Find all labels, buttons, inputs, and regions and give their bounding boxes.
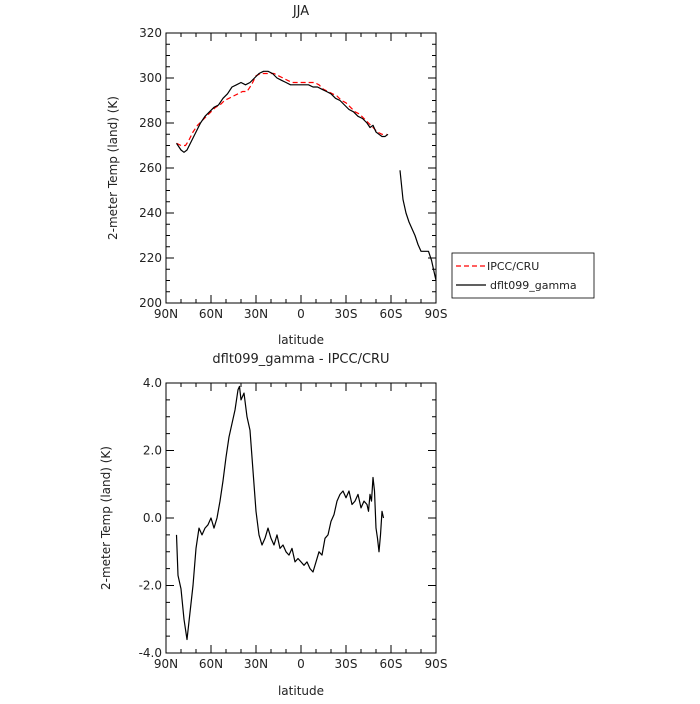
legend-label-ipcc: IPCC/CRU: [487, 260, 539, 273]
chart-bottom: dflt099_gamma - IPCC/CRU -4.0 -2.0 0.0 2.0 4…: [99, 352, 447, 698]
chart-top-xlabel: latitude: [278, 333, 324, 347]
x-tick-label: 0: [297, 307, 305, 321]
chart-top-title: JJA: [292, 4, 309, 19]
x-tick-label: 60S: [380, 307, 403, 321]
chart-bottom-frame: [165, 382, 437, 654]
x-tick-label: 60S: [380, 657, 403, 671]
legend-label-model: dflt099_gamma: [490, 279, 577, 292]
y-tick-label: 320: [139, 26, 162, 40]
x-tick-label: 90S: [425, 657, 448, 671]
y-tick-label: 2.0: [143, 444, 162, 458]
chart-bottom-series: [175, 385, 385, 641]
y-tick-label: 240: [139, 206, 162, 220]
chart-top: JJA 200 220 240 260 280 300 320 90N 60N 30N 0 30S 6…: [106, 4, 447, 347]
y-tick-label: 0.0: [143, 511, 162, 525]
x-tick-label: 90S: [425, 307, 448, 321]
chart-top-legend: IPCC/CRU dflt099_gamma: [451, 252, 595, 299]
legend-box: [451, 252, 595, 299]
x-tick-label: 90N: [154, 657, 178, 671]
series-line-dflt099-gamma: [176, 70, 389, 153]
series-line-ipcc-cru: [176, 72, 387, 147]
y-tick-label: 4.0: [143, 376, 162, 390]
chart-bottom-title: dflt099_gamma - IPCC/CRU: [212, 352, 389, 367]
series-line-dflt099-gamma: [175, 385, 385, 641]
y-tick-label: -2.0: [139, 579, 162, 593]
y-tick-label: 260: [139, 161, 162, 175]
x-tick-label: 30S: [335, 657, 358, 671]
chart-top-series: [176, 70, 437, 281]
x-tick-label: 60N: [199, 657, 223, 671]
x-tick-label: 30N: [244, 657, 268, 671]
x-tick-label: 30S: [335, 307, 358, 321]
y-tick-label: 300: [139, 71, 162, 85]
chart-bottom-ylabel: 2-meter Temp (land) (K): [99, 446, 113, 590]
chart-bottom-yaxis: -4.0 -2.0 0.0 2.0 4.0: [139, 376, 436, 660]
x-tick-label: 0: [297, 657, 305, 671]
y-tick-label: 200: [139, 296, 162, 310]
y-tick-label: 280: [139, 116, 162, 130]
x-tick-label: 30N: [244, 307, 268, 321]
series-line-dflt099-gamma-segment2: [399, 170, 437, 281]
chart-top-yaxis: 200 220 240 260 280 300 320: [139, 26, 436, 310]
chart-bottom-xlabel: latitude: [278, 684, 324, 698]
y-tick-label: 220: [139, 251, 162, 265]
chart-top-frame: [165, 32, 437, 304]
chart-top-xaxis: 90N 60N 30N 0 30S 60S 90S: [154, 33, 448, 321]
y-tick-label: -4.0: [139, 646, 162, 660]
chart-bottom-xaxis: 90N 60N 30N 0 30S 60S 90S: [154, 383, 448, 671]
chart-top-ylabel: 2-meter Temp (land) (K): [106, 96, 120, 240]
x-tick-label: 60N: [199, 307, 223, 321]
x-tick-label: 90N: [154, 307, 178, 321]
